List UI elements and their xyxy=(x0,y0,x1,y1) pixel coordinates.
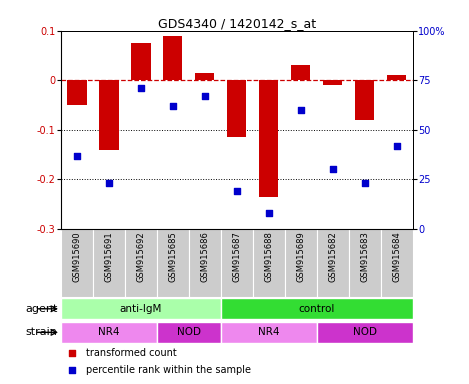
Text: GSM915684: GSM915684 xyxy=(392,231,401,282)
Text: GSM915692: GSM915692 xyxy=(136,231,145,281)
Text: transformed count: transformed count xyxy=(85,348,176,358)
Bar xyxy=(125,229,157,297)
Bar xyxy=(323,80,342,85)
Bar xyxy=(387,75,406,80)
Point xyxy=(169,103,177,109)
Point xyxy=(201,93,209,99)
Bar xyxy=(195,73,214,80)
Bar xyxy=(259,80,279,197)
Text: GSM915683: GSM915683 xyxy=(360,231,369,282)
Bar xyxy=(381,229,413,297)
Point xyxy=(297,107,304,113)
Bar xyxy=(227,80,246,137)
Text: GSM915686: GSM915686 xyxy=(200,231,209,282)
Text: GSM915685: GSM915685 xyxy=(168,231,177,282)
Bar xyxy=(355,80,374,120)
Bar xyxy=(317,229,349,297)
Bar xyxy=(131,43,151,80)
Bar xyxy=(291,65,310,80)
Text: GSM915688: GSM915688 xyxy=(265,231,273,282)
Bar xyxy=(253,229,285,297)
Point xyxy=(105,180,113,186)
Bar xyxy=(317,322,413,343)
Bar xyxy=(68,80,87,105)
Text: NOD: NOD xyxy=(353,327,377,338)
Text: NR4: NR4 xyxy=(258,327,280,338)
Point xyxy=(265,210,272,216)
Point xyxy=(329,166,337,172)
Text: anti-IgM: anti-IgM xyxy=(120,304,162,314)
Bar xyxy=(61,298,221,319)
Point xyxy=(233,188,241,194)
Bar xyxy=(93,229,125,297)
Bar xyxy=(157,229,189,297)
Text: NOD: NOD xyxy=(177,327,201,338)
Bar xyxy=(285,229,317,297)
Bar xyxy=(163,36,182,80)
Text: control: control xyxy=(299,304,335,314)
Text: strain: strain xyxy=(26,327,57,338)
Point xyxy=(137,85,144,91)
Title: GDS4340 / 1420142_s_at: GDS4340 / 1420142_s_at xyxy=(158,17,316,30)
Point xyxy=(329,146,337,152)
Text: GSM915682: GSM915682 xyxy=(328,231,337,282)
Text: GSM915690: GSM915690 xyxy=(72,231,82,281)
Bar xyxy=(157,322,221,343)
Text: GSM915689: GSM915689 xyxy=(296,231,305,282)
Point xyxy=(361,180,369,186)
Bar xyxy=(99,80,119,150)
Point xyxy=(329,299,337,305)
Bar xyxy=(61,229,93,297)
Text: GSM915687: GSM915687 xyxy=(232,231,242,282)
Bar xyxy=(189,229,221,297)
Bar xyxy=(349,229,381,297)
Bar xyxy=(221,322,317,343)
Point xyxy=(393,142,401,149)
Text: NR4: NR4 xyxy=(98,327,120,338)
Bar xyxy=(221,298,413,319)
Bar xyxy=(61,322,157,343)
Text: GSM915691: GSM915691 xyxy=(105,231,113,281)
Text: agent: agent xyxy=(25,304,57,314)
Bar xyxy=(221,229,253,297)
Point xyxy=(73,152,81,159)
Text: percentile rank within the sample: percentile rank within the sample xyxy=(85,365,250,375)
